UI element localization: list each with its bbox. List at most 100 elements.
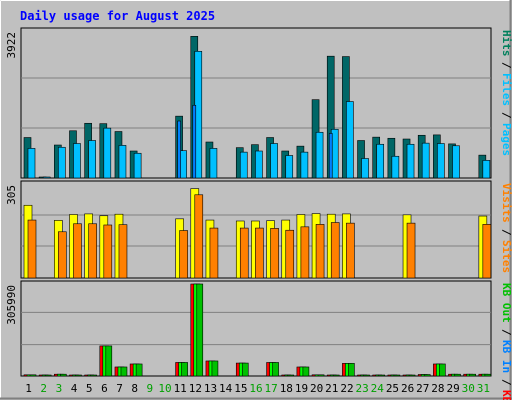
top-bar-files-20	[315, 131, 324, 179]
top-bar-files-6	[103, 127, 112, 179]
bottom-right-label-0: KB Out	[500, 283, 512, 323]
middle-bar-sites-4	[73, 223, 82, 279]
middle-right-label-2: Sites	[500, 240, 512, 273]
middle-bar-sites-3	[58, 231, 67, 279]
top-bar-files-3	[58, 146, 66, 179]
x-tick-label-5: 5	[86, 382, 93, 395]
top-ymax-label: 3922	[5, 32, 18, 59]
chart-title: Daily usage for August 2025	[20, 9, 215, 23]
top-bar-files-1	[27, 148, 36, 179]
top-bar-pages-11	[177, 120, 181, 179]
top-right-label-4: Pages	[500, 123, 512, 156]
bottom-bar-kb-out-8	[135, 363, 143, 377]
x-tick-label-19: 19	[295, 382, 308, 395]
x-tick-label-7: 7	[116, 382, 123, 395]
x-tick-label-6: 6	[101, 382, 108, 395]
bottom-panel-frame	[20, 280, 492, 377]
middle-bar-sites-26	[406, 222, 416, 279]
top-bar-files-25	[391, 155, 400, 179]
bottom-bar-kb-out-7	[120, 366, 128, 377]
bottom-bar-kb-out-5	[90, 374, 97, 377]
x-tick-label-8: 8	[131, 382, 138, 395]
middle-bar-sites-22	[346, 222, 355, 279]
x-tick-label-23: 23	[356, 382, 369, 395]
bottom-bar-kb-out-22	[348, 363, 355, 377]
x-tick-label-18: 18	[280, 382, 293, 395]
top-bar-files-5	[88, 140, 96, 179]
x-tick-label-25: 25	[386, 382, 399, 395]
x-tick-label-17: 17	[265, 382, 278, 395]
x-tick-label-9: 9	[147, 382, 154, 395]
x-tick-label-13: 13	[204, 382, 217, 395]
top-bar-files-4	[73, 143, 81, 179]
x-tick-label-11: 11	[174, 382, 187, 395]
middle-bar-sites-1	[27, 219, 37, 279]
bottom-bar-kb-out-26	[408, 374, 416, 377]
top-right-label-3: /	[500, 112, 512, 119]
bottom-bar-kb-out-17	[272, 362, 279, 377]
bottom-bar-kb-out-4	[75, 374, 82, 377]
middle-bar-sites-20	[315, 224, 325, 279]
x-tick-label-22: 22	[340, 382, 353, 395]
top-bar-files-8	[133, 152, 142, 179]
x-tick-label-10: 10	[158, 382, 171, 395]
top-bar-files-24	[376, 143, 385, 179]
top-bar-pages-21	[328, 133, 333, 179]
bottom-bar-kb-out-27	[423, 374, 431, 377]
bottom-bar-kb-out-12	[196, 283, 204, 377]
top-bar-files-26	[406, 143, 415, 179]
top-bar-files-27	[421, 142, 430, 179]
x-tick-label-27: 27	[416, 382, 429, 395]
middle-bar-sites-6	[103, 224, 113, 279]
bottom-bar-kb-out-23	[363, 374, 370, 377]
x-tick-label-24: 24	[371, 382, 385, 395]
x-tick-label-20: 20	[310, 382, 323, 395]
middle-bar-sites-19	[300, 226, 310, 279]
bottom-bar-kb-out-15	[241, 362, 249, 377]
x-tick-label-15: 15	[234, 382, 247, 395]
middle-bar-sites-21	[330, 222, 340, 279]
bottom-bar-kb-out-21	[332, 374, 340, 377]
x-tick-label-14: 14	[219, 382, 233, 395]
bottom-bar-kb-out-28	[439, 363, 446, 377]
top-bar-files-29	[452, 145, 460, 179]
middle-right-label-0: Visits	[500, 183, 512, 223]
x-tick-label-31: 31	[477, 382, 490, 395]
bottom-right-label-2: KB In	[500, 340, 512, 373]
middle-bar-sites-31	[482, 224, 492, 279]
top-bar-files-17	[270, 143, 278, 179]
bottom-bar-kb-out-24	[378, 374, 386, 377]
top-bar-files-23	[361, 158, 369, 179]
middle-bar-sites-15	[239, 227, 249, 279]
x-tick-label-4: 4	[71, 382, 78, 395]
bottom-bar-kb-out-13	[211, 360, 219, 377]
x-tick-label-2: 2	[40, 382, 47, 395]
top-bar-pages-12	[192, 104, 197, 179]
top-right-label-0: Hits	[500, 30, 512, 57]
x-tick-label-29: 29	[446, 382, 459, 395]
middle-bar-sites-7	[118, 224, 128, 279]
middle-bar-sites-13	[209, 227, 219, 279]
bottom-bar-kb-out-19	[302, 366, 310, 377]
bottom-bar-kb-out-6	[105, 345, 113, 377]
middle-ymax-label: 305	[5, 185, 18, 205]
bottom-bar-kb-out-18	[287, 374, 295, 377]
bottom-ymax-label: 305990	[5, 285, 18, 325]
top-right-label-2: Files	[500, 73, 512, 106]
top-right-label-1: /	[500, 62, 512, 69]
bottom-bar-kb-out-2	[44, 374, 52, 377]
x-tick-label-28: 28	[431, 382, 444, 395]
top-bar-files-18	[285, 155, 294, 179]
bottom-bar-kb-out-31	[484, 373, 492, 377]
bottom-bar-kb-out-30	[469, 373, 476, 377]
x-tick-label-16: 16	[249, 382, 262, 395]
bottom-bar-kb-out-29	[454, 373, 461, 377]
x-tick-label-21: 21	[325, 382, 338, 395]
top-bar-files-28	[437, 143, 445, 179]
top-bar-files-31	[482, 160, 491, 179]
bottom-bar-kb-out-25	[393, 374, 401, 377]
top-bar-files-22	[346, 101, 354, 179]
top-bar-files-15	[239, 151, 248, 179]
middle-bar-sites-18	[285, 229, 295, 279]
